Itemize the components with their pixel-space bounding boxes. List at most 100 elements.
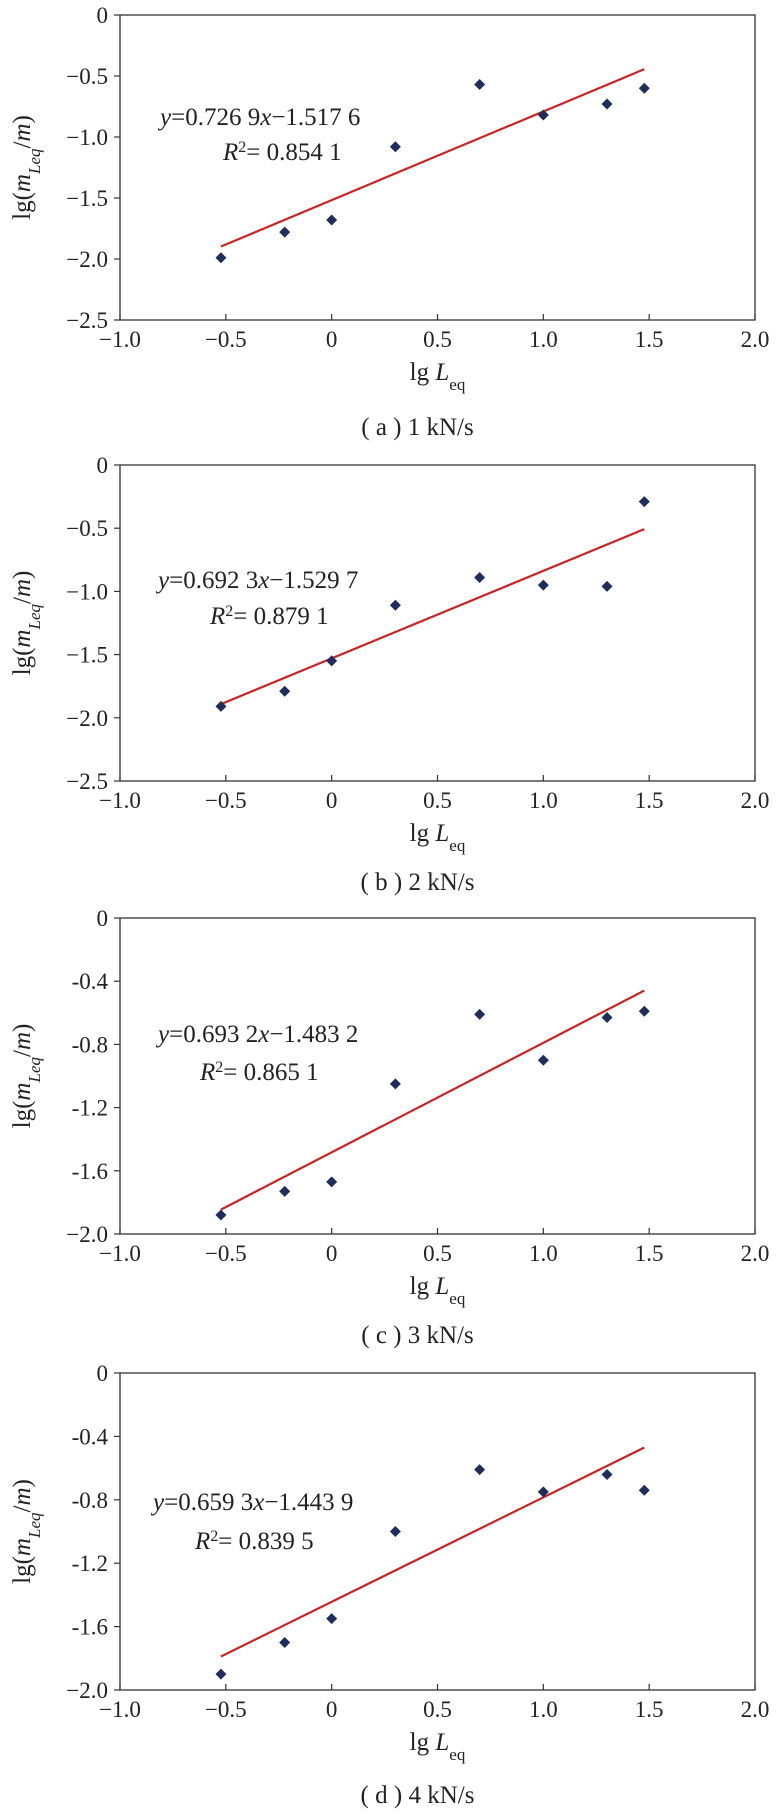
data-point	[389, 1526, 401, 1537]
data-point	[279, 1185, 291, 1197]
data-point	[601, 98, 613, 110]
panel-c: −1.0 −0.5 0 0.5 1.0 1.5 2.0 0 -0.4 -0.8 -1.2 -1.6 −2…	[9, 906, 769, 1349]
x-tick-label: 2.0	[741, 1697, 770, 1722]
y-tick-label: −0.5	[66, 64, 108, 89]
x-tick-label: 1.0	[529, 1241, 558, 1266]
plot-frame	[119, 14, 756, 321]
y-tick-label: 0	[97, 3, 109, 28]
data-point	[601, 1468, 613, 1480]
fit-line	[220, 68, 645, 248]
x-tick-label: 1.5	[635, 327, 664, 352]
y-tick-label: -1.2	[72, 1551, 108, 1576]
y-tick-label: −2.0	[66, 1222, 108, 1247]
data-point	[389, 599, 401, 611]
data-point	[638, 1484, 650, 1496]
x-axis-label: lg Leq	[410, 820, 466, 855]
data-point	[215, 252, 227, 264]
x-tick-label: 0	[326, 327, 338, 352]
panel-caption: ( a ) 1 kN/s	[361, 414, 473, 441]
panel-caption: ( b ) 2 kN/s	[361, 869, 475, 896]
x-tick-label: 0.5	[423, 327, 452, 352]
panel-b: −1.0 −0.5 0 0.5 1.0 1.5 2.0 0 −0.5 −1.0 −1.5 −2.0 −2…	[9, 453, 769, 896]
x-axis-label: lg Leq	[410, 1273, 466, 1308]
fit-line	[220, 1446, 645, 1658]
data-point	[474, 79, 486, 91]
y-tick-label: −2.5	[66, 308, 108, 333]
panel-a: −1.0 −0.5 0 0.5 1.0 1.5 2.0 0 −0.5 −1.0 −1.5 −2.0 −2…	[9, 3, 769, 441]
x-tick-label: −1.0	[99, 1697, 141, 1722]
data-point	[326, 1613, 338, 1625]
y-tick-label: −2.0	[66, 1678, 108, 1703]
fit-equation: y=0.693 2x−1.483 2	[155, 1021, 358, 1048]
y-tick-label: -1.2	[72, 1096, 108, 1121]
panel-d: −1.0 −0.5 0 0.5 1.0 1.5 2.0 0 -0.4 -0.8 -1.2 -1.6 −2…	[9, 1361, 769, 1809]
x-tick-label: −0.5	[205, 788, 247, 813]
y-axis-label: lg(mLeq/m)	[9, 1479, 44, 1584]
x-tick-label: 0.5	[423, 788, 452, 813]
x-tick-label: 1.0	[529, 327, 558, 352]
data-point	[215, 1668, 227, 1680]
data-point	[537, 109, 549, 121]
x-tick-label: 1.5	[635, 788, 664, 813]
fit-equation: y=0.726 9x−1.517 6	[157, 104, 360, 131]
y-axis-label: lg(mLeq/m)	[9, 115, 44, 220]
data-point	[279, 1636, 291, 1648]
data-point	[601, 1012, 613, 1024]
x-tick-label: 1.0	[529, 788, 558, 813]
r-squared-label: R2= 0.839 5	[194, 1528, 314, 1556]
x-tick-label: 2.0	[741, 788, 770, 813]
data-point	[279, 685, 291, 697]
r-squared-label: R2= 0.865 1	[199, 1059, 319, 1087]
y-tick-label: -0.4	[72, 969, 109, 994]
x-tick-label: −1.0	[99, 1241, 141, 1266]
y-tick-label: −1.0	[66, 579, 108, 604]
data-point	[638, 82, 650, 94]
y-tick-label: -1.6	[72, 1159, 108, 1184]
x-axis-label: lg Leq	[410, 1729, 466, 1764]
data-point	[279, 226, 291, 238]
data-point	[326, 1176, 338, 1188]
panel-caption: ( d ) 4 kN/s	[361, 1782, 475, 1809]
data-point	[326, 214, 338, 226]
data-point	[601, 580, 613, 592]
x-tick-label: −1.0	[99, 327, 141, 352]
data-point	[638, 1005, 650, 1017]
y-tick-label: -0.4	[72, 1424, 109, 1449]
y-axis-label: lg(mLeq/m)	[9, 571, 44, 676]
y-tick-label: −2.0	[66, 247, 108, 272]
panel-caption: ( c ) 3 kN/s	[361, 1322, 473, 1349]
fit-line	[220, 528, 645, 706]
y-tick-label: −1.5	[66, 643, 108, 668]
fit-equation: y=0.659 3x−1.443 9	[150, 1489, 353, 1516]
y-tick-label: −1.0	[66, 125, 108, 150]
x-tick-label: −0.5	[205, 1697, 247, 1722]
data-point	[326, 655, 338, 667]
data-point	[537, 1486, 549, 1498]
x-tick-label: −0.5	[205, 1241, 247, 1266]
x-tick-label: 0	[326, 1241, 338, 1266]
data-point	[474, 1008, 486, 1020]
y-tick-label: 0	[97, 1361, 109, 1386]
x-axis-label: lg Leq	[410, 359, 466, 394]
x-tick-label: −1.0	[99, 788, 141, 813]
y-tick-label: −2.5	[66, 769, 108, 794]
y-tick-label: 0	[97, 906, 109, 931]
y-tick-label: -0.8	[72, 1488, 108, 1513]
y-tick-label: 0	[97, 453, 109, 478]
data-point	[638, 496, 650, 508]
x-tick-label: 1.5	[635, 1697, 664, 1722]
data-point	[389, 1078, 401, 1090]
data-point	[389, 141, 401, 153]
x-tick-label: 0	[326, 788, 338, 813]
y-tick-label: -0.8	[72, 1032, 108, 1057]
x-tick-label: 2.0	[741, 1241, 770, 1266]
data-point	[537, 1054, 549, 1066]
r-squared-label: R2= 0.854 1	[222, 139, 342, 167]
fit-equation: y=0.692 3x−1.529 7	[155, 567, 358, 594]
x-tick-label: −0.5	[205, 327, 247, 352]
y-tick-label: −2.0	[66, 706, 108, 731]
x-tick-label: 1.0	[529, 1697, 558, 1722]
x-tick-label: 1.5	[635, 1241, 664, 1266]
fit-line	[220, 989, 645, 1211]
